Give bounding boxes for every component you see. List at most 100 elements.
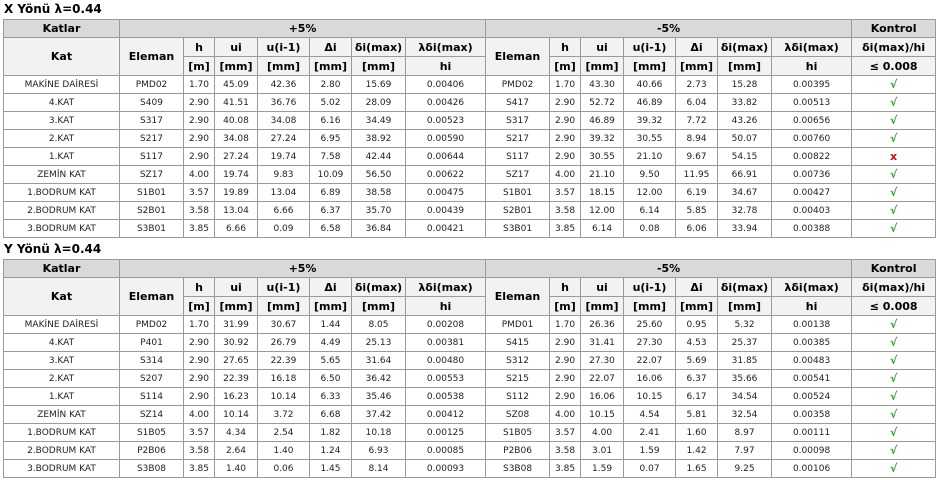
cell: 5.32 xyxy=(717,315,773,334)
cell: 2.90 xyxy=(183,93,215,112)
cell: SZ14 xyxy=(119,405,184,424)
group-header: Kontrol xyxy=(851,259,937,278)
cell: ZEMİN KAT xyxy=(3,165,120,184)
cell: 25.37 xyxy=(717,333,773,352)
cell: ZEMİN KAT xyxy=(3,405,120,424)
cell: 2.90 xyxy=(183,333,215,352)
cell: 0.07 xyxy=(623,459,677,478)
column-header: δi(max)/hi xyxy=(851,277,937,297)
cell: 12.00 xyxy=(623,183,677,202)
unit-header: hi xyxy=(771,56,853,76)
cell: 1.70 xyxy=(549,75,582,94)
cell: 54.15 xyxy=(717,147,773,166)
drift-table: Katlar +5% -5% Kontrol Kat Eleman h ui u(i-1) Δi δ… xyxy=(3,19,937,238)
cell: 3.57 xyxy=(183,183,215,202)
cell: 3.01 xyxy=(580,441,625,460)
cell: 3.57 xyxy=(549,183,582,202)
cell: 6.68 xyxy=(309,405,352,424)
cell: 13.04 xyxy=(214,201,258,220)
cell: 30.55 xyxy=(623,129,677,148)
cell: S415 xyxy=(485,333,551,352)
cell: 2.90 xyxy=(183,369,215,388)
cell: S1B01 xyxy=(119,183,184,202)
cell: 2.BODRUM KAT xyxy=(3,441,120,460)
cell: 46.89 xyxy=(580,111,625,130)
cell: 0.00358 xyxy=(771,405,853,424)
cell: 4.54 xyxy=(623,405,677,424)
cell: 22.07 xyxy=(623,351,677,370)
unit-header: ≤ 0.008 xyxy=(851,56,937,76)
check-mark: √ xyxy=(851,441,937,460)
check-mark: √ xyxy=(851,423,937,442)
check-mark: √ xyxy=(851,351,937,370)
cell: 0.00524 xyxy=(771,387,853,406)
cell: 2.90 xyxy=(549,351,582,370)
cell: 3.KAT xyxy=(3,351,120,370)
cell: 10.15 xyxy=(580,405,625,424)
data-row: ZEMİN KAT SZ17 4.00 19.74 9.83 10.09 56.50 0.00… xyxy=(3,165,937,184)
cell: 4.KAT xyxy=(3,333,120,352)
section-title: Y Yönü λ=0.44 xyxy=(4,242,102,256)
unit-header: [mm] xyxy=(580,296,625,316)
cell: 2.90 xyxy=(183,387,215,406)
cell: 43.30 xyxy=(580,75,625,94)
cell: 36.76 xyxy=(257,93,310,112)
unit-header: [m] xyxy=(183,296,215,316)
column-header: δi(max)/hi xyxy=(851,37,937,57)
cell: 2.54 xyxy=(257,423,310,442)
column-header: λδi(max) xyxy=(404,277,487,297)
unit-header: [mm] xyxy=(257,56,310,76)
cell: P401 xyxy=(119,333,184,352)
cell: 1.KAT xyxy=(3,147,120,166)
column-header: ui xyxy=(580,37,625,57)
cell: 3.72 xyxy=(257,405,310,424)
data-row: 1.KAT S117 2.90 27.24 19.74 7.58 42.44 0.00644 S… xyxy=(3,147,937,166)
data-row: 1.KAT S114 2.90 16.23 10.14 6.33 35.46 0.00538 S… xyxy=(3,387,937,406)
cell: 15.69 xyxy=(351,75,406,94)
column-header: h xyxy=(549,37,582,57)
cell: S217 xyxy=(119,129,184,148)
unit-header: [m] xyxy=(549,56,582,76)
cell: 38.92 xyxy=(351,129,406,148)
cell: SZ08 xyxy=(485,405,551,424)
cell: 27.30 xyxy=(623,333,677,352)
cell: 33.82 xyxy=(717,93,773,112)
cell: 0.00412 xyxy=(404,405,487,424)
cell: 1.59 xyxy=(580,459,625,478)
cell: 39.32 xyxy=(623,111,677,130)
cell: 42.36 xyxy=(257,75,310,94)
cell: 15.28 xyxy=(717,75,773,94)
cell: 0.00822 xyxy=(771,147,853,166)
cell: 1.82 xyxy=(309,423,352,442)
cell: 1.65 xyxy=(675,459,719,478)
cell: 0.00483 xyxy=(771,351,853,370)
column-header: h xyxy=(183,37,215,57)
data-row: MAKİNE DAİRESİ PMD02 1.70 31.99 30.67 1.44 8.0… xyxy=(3,315,937,334)
cell: 6.93 xyxy=(351,441,406,460)
check-mark: √ xyxy=(851,93,937,112)
column-header: u(i-1) xyxy=(257,277,310,297)
unit-header: [m] xyxy=(549,296,582,316)
cell: S312 xyxy=(485,351,551,370)
cell: 0.00403 xyxy=(771,201,853,220)
cell: 6.04 xyxy=(675,93,719,112)
data-row: 3.BODRUM KAT S3B01 3.85 6.66 0.09 6.58 36.84 0.… xyxy=(3,219,937,238)
unit-header: hi xyxy=(404,296,487,316)
cell: 3.57 xyxy=(183,423,215,442)
cell: 3.85 xyxy=(549,219,582,238)
column-header: h xyxy=(549,277,582,297)
cell: 34.08 xyxy=(214,129,258,148)
cell: 35.70 xyxy=(351,201,406,220)
cell: 2.41 xyxy=(623,423,677,442)
cell: 2.90 xyxy=(183,147,215,166)
cell: 21.10 xyxy=(580,165,625,184)
cell: 6.37 xyxy=(309,201,352,220)
cell: 30.55 xyxy=(580,147,625,166)
unit-header: hi xyxy=(771,296,853,316)
check-mark: √ xyxy=(851,333,937,352)
cell: 2.90 xyxy=(183,129,215,148)
data-row: MAKİNE DAİRESİ PMD02 1.70 45.09 42.36 2.80 15.… xyxy=(3,75,937,94)
cell: 4.53 xyxy=(675,333,719,352)
cell: 41.51 xyxy=(214,93,258,112)
cell: 3.BODRUM KAT xyxy=(3,219,120,238)
